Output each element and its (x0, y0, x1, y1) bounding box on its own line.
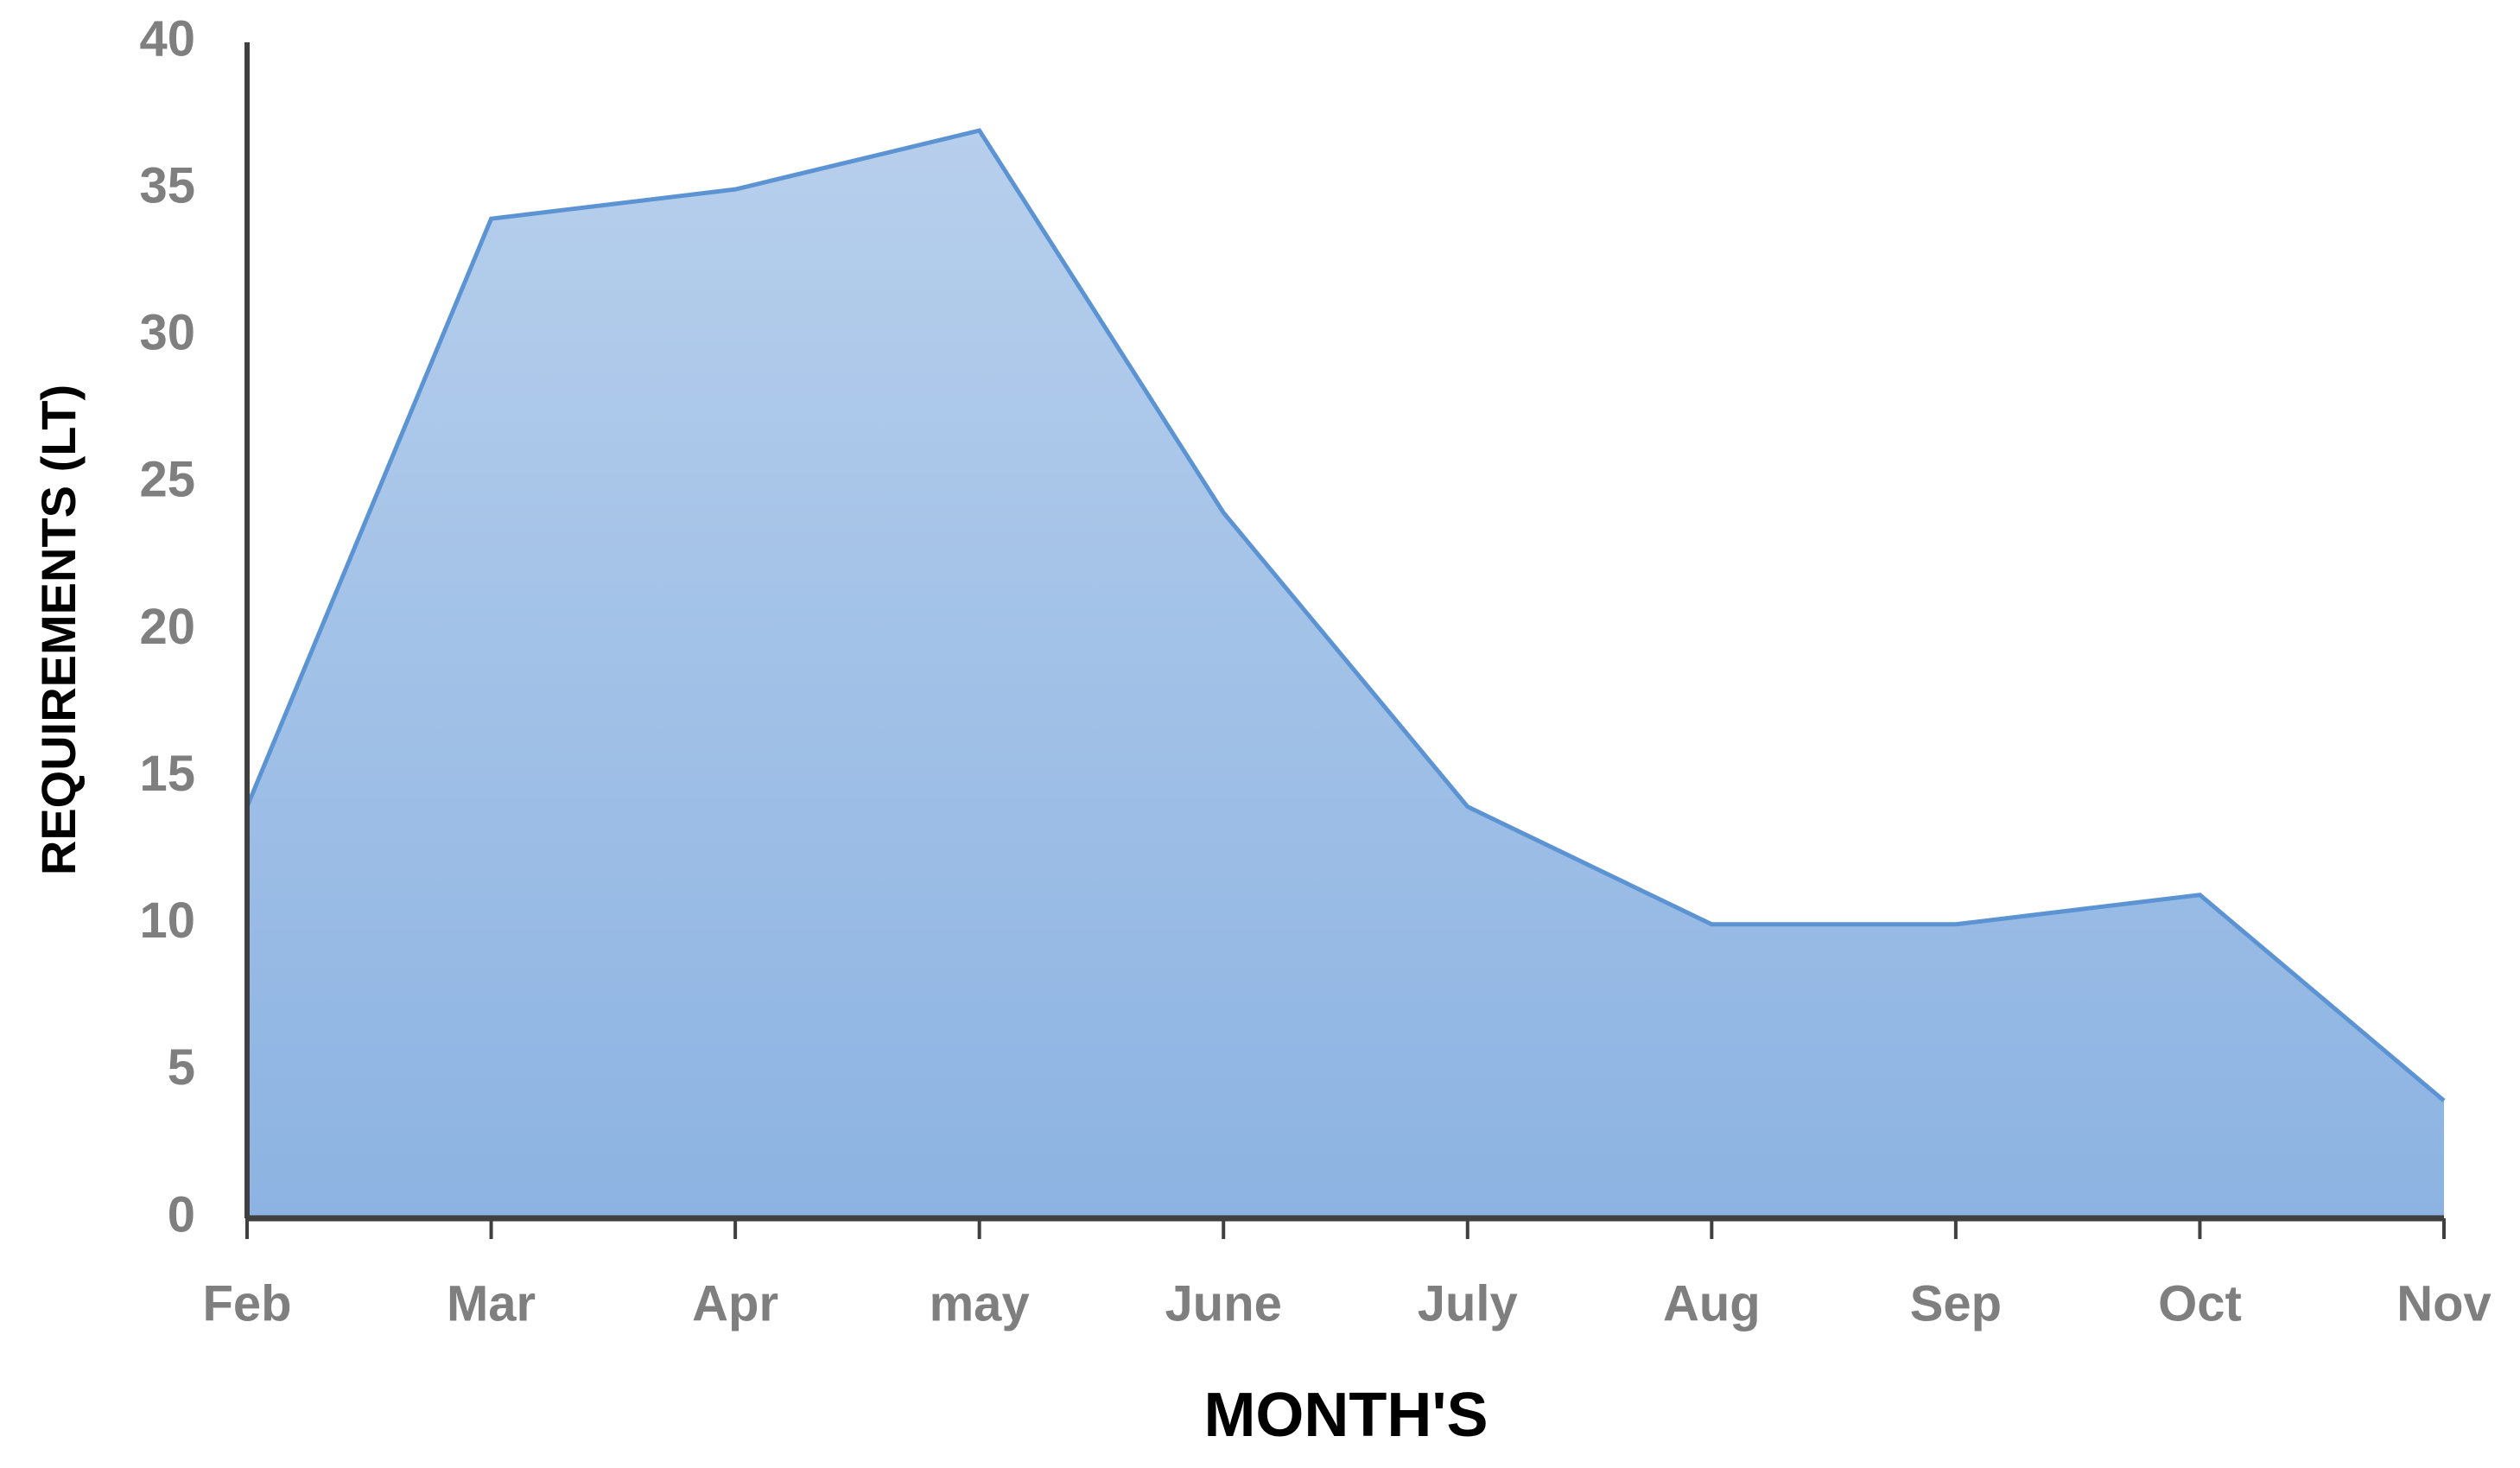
plot-area: 0 5 10 15 20 25 30 35 40 Feb Mar Apr may June July Aug S… (139, 10, 2491, 1331)
x-tick-label: Feb (202, 1275, 291, 1331)
y-tick-label: 5 (168, 1039, 195, 1096)
x-axis-title: MONTH'S (1203, 1381, 1488, 1450)
y-tick-label: 30 (139, 305, 195, 361)
y-tick-label: 40 (139, 10, 195, 67)
x-tick-label: July (1418, 1275, 1518, 1331)
y-tick-label: 20 (139, 599, 195, 655)
x-tick-label: Sep (1910, 1275, 2002, 1331)
x-tick-label: Aug (1663, 1275, 1761, 1331)
x-tick-label: Oct (2158, 1275, 2242, 1331)
x-tick-label: Mar (447, 1275, 536, 1331)
y-tick-label: 0 (168, 1186, 195, 1242)
y-tick-label: 10 (139, 893, 195, 949)
area-fill (247, 130, 2444, 1219)
y-tick-label: 25 (139, 452, 195, 508)
x-tick-label: may (930, 1275, 1030, 1331)
y-tick-label: 35 (139, 157, 195, 213)
x-tick-label: Nov (2396, 1275, 2491, 1331)
x-tick-label: Apr (692, 1275, 778, 1331)
area-line (244, 128, 2446, 1103)
y-tick-label: 15 (139, 746, 195, 802)
x-tick-label: June (1165, 1275, 1282, 1331)
y-axis-title: REQUIREMENTS (LT) (31, 384, 86, 875)
